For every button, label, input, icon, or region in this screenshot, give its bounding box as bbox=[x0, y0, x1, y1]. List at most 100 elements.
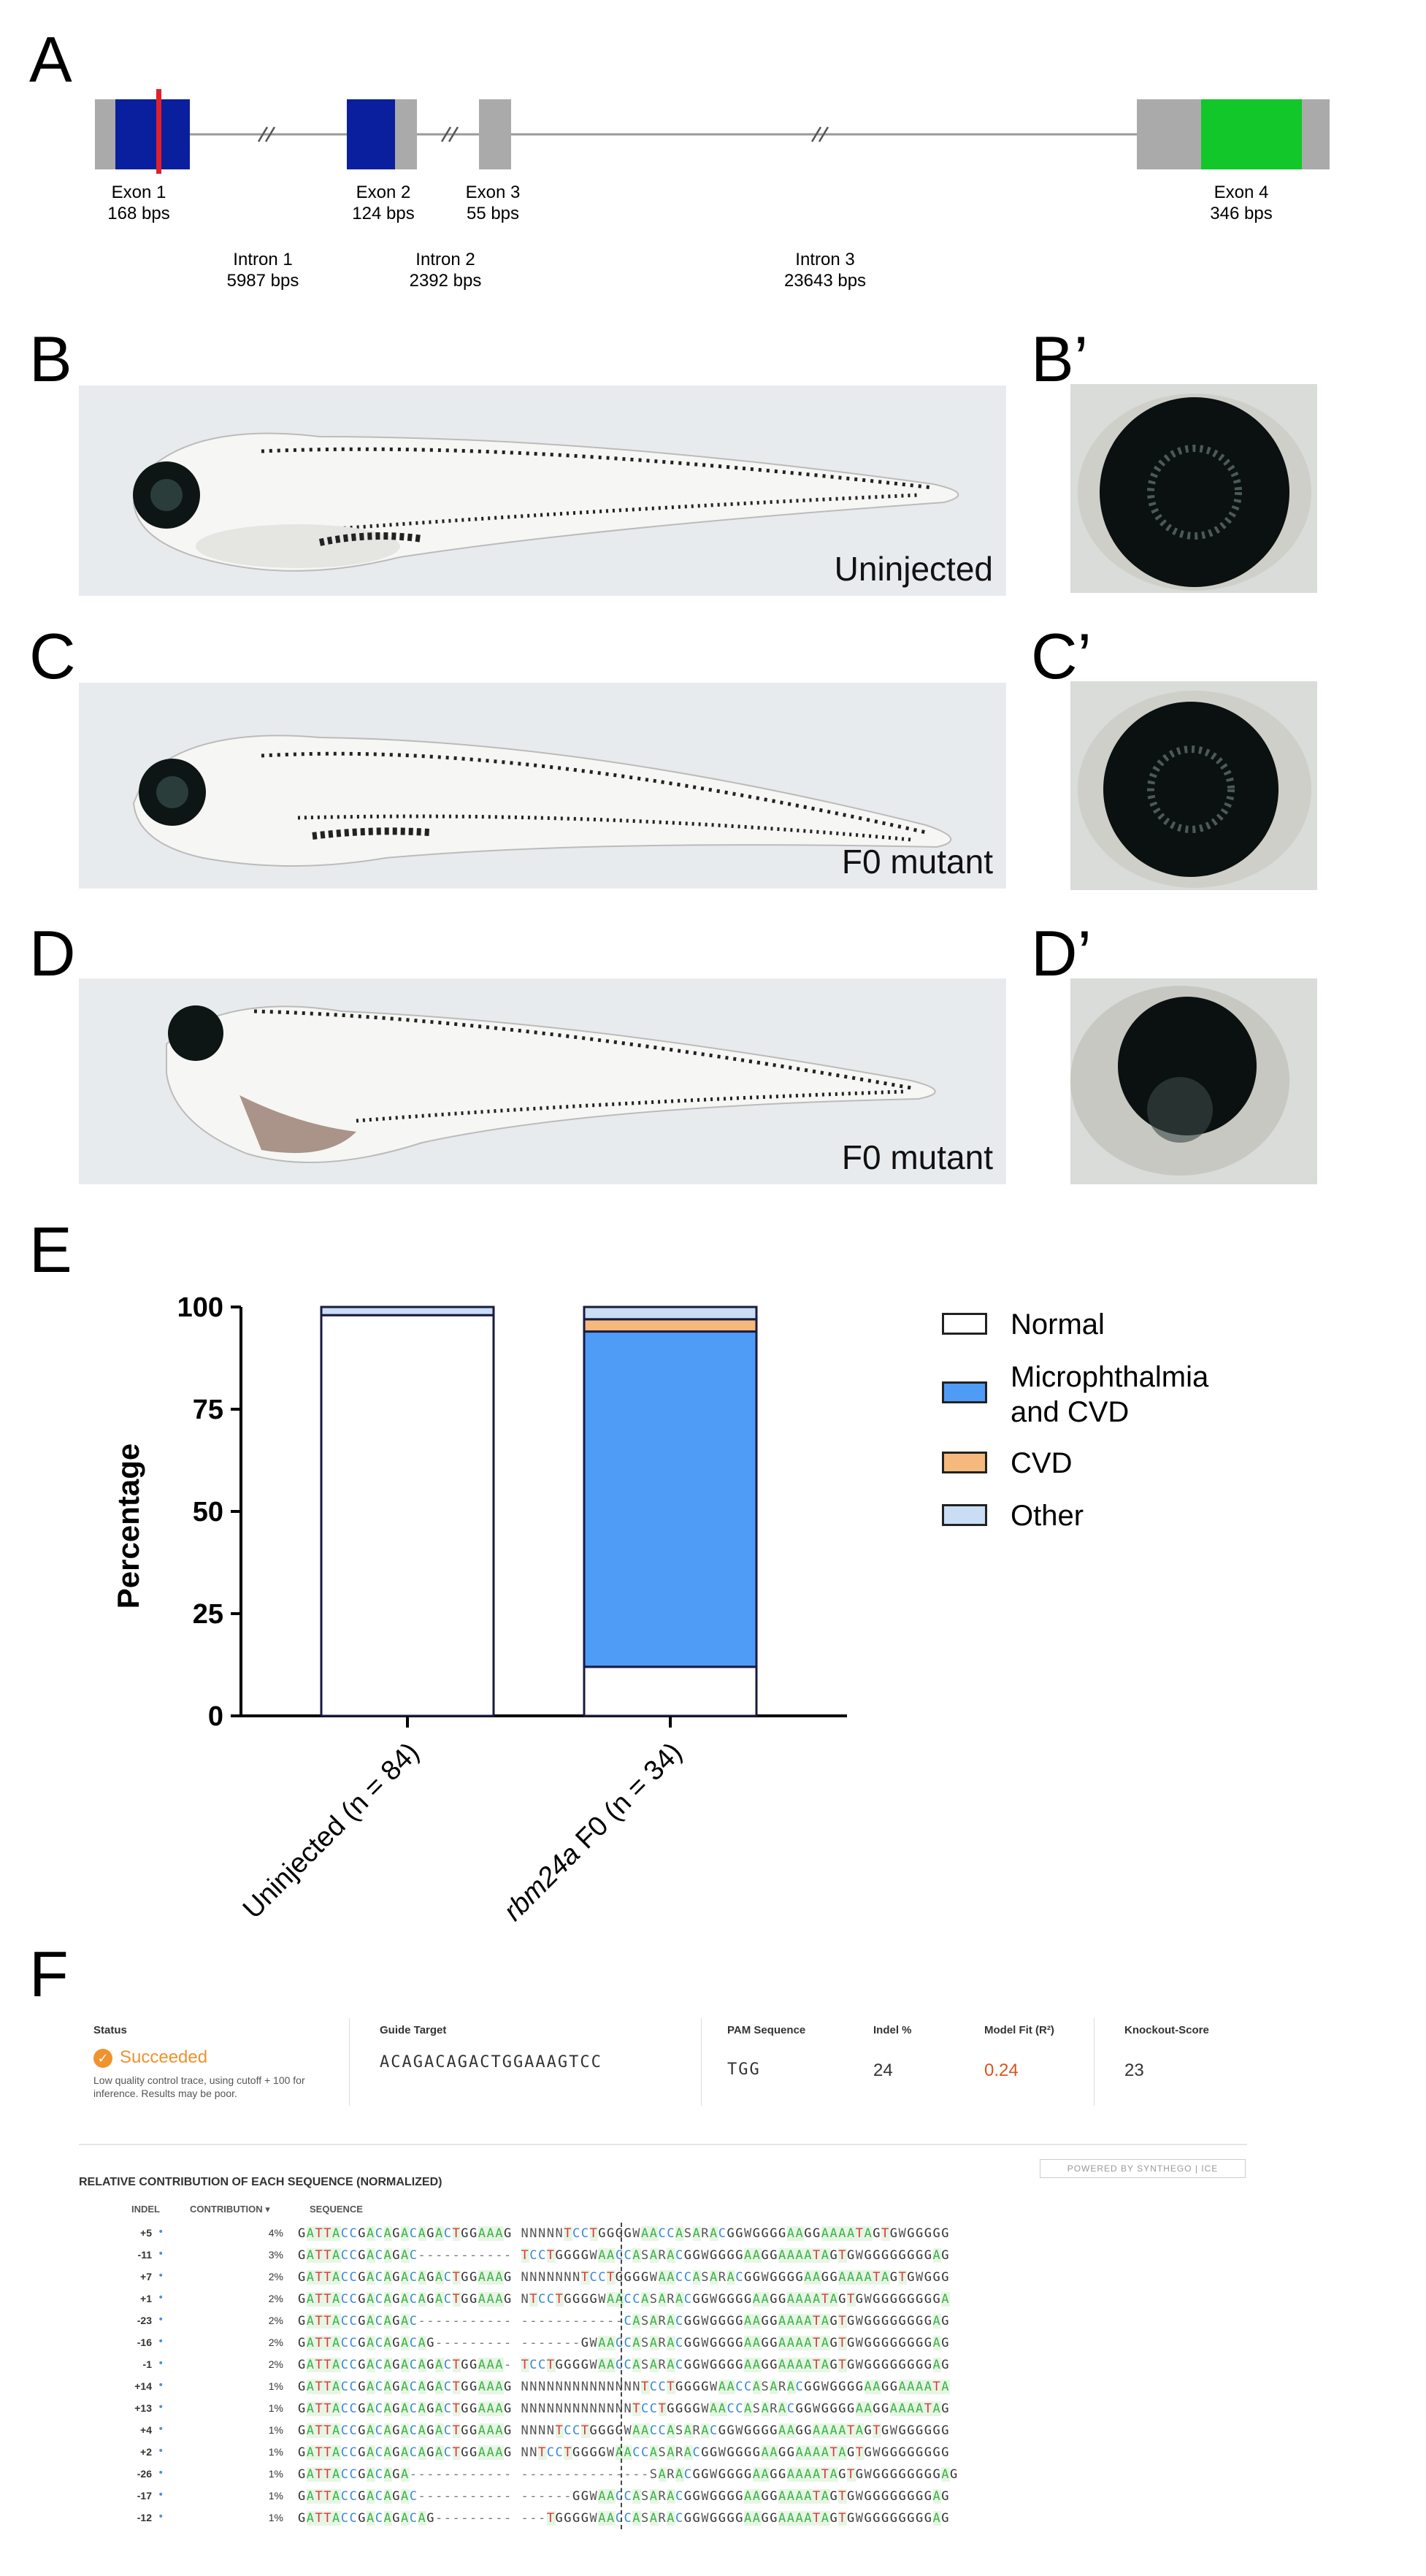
y-tick-label: 75 bbox=[193, 1395, 223, 1425]
panel-label-d: D bbox=[29, 917, 76, 989]
y-axis-label: Percentage bbox=[111, 1444, 145, 1609]
sequence-text: GATTACCGACAGACAGACTGGAAAG NNNNTCCTGGGGWA… bbox=[298, 2423, 950, 2438]
gene-model-svg bbox=[95, 89, 1330, 174]
knockout-score-header: Knockout-Score bbox=[1124, 2024, 1209, 2036]
status-check-icon: ✓ bbox=[93, 2049, 112, 2068]
indel-value: +14 bbox=[134, 2380, 152, 2392]
divider bbox=[1094, 2018, 1095, 2106]
sequence-text: GATTACCGACAGACAGACTGGAAAG NNNNNNNTCCTGGG… bbox=[298, 2270, 950, 2285]
legend-item-normal: Normal bbox=[942, 1307, 1105, 1342]
bar-segment-other bbox=[583, 1306, 758, 1321]
powered-badge: POWERED BY SYNTHEGO | ICE bbox=[1040, 2159, 1246, 2178]
contribution-value: 2% bbox=[268, 2358, 283, 2370]
photo-label-f0-mutant-2: F0 mutant bbox=[841, 1138, 993, 1176]
contribution-value: 1% bbox=[268, 2402, 283, 2414]
larva-illustration bbox=[166, 1005, 936, 1163]
panel-label-e: E bbox=[29, 1214, 72, 1286]
exon4-cds bbox=[1201, 99, 1303, 169]
sequence-text: GATTACCGACAGACAG--------- ---TGGGGWAACCA… bbox=[298, 2511, 950, 2526]
intron3-label: Intron 3 23643 bps bbox=[783, 250, 867, 291]
pam-header: PAM Sequence bbox=[727, 2024, 806, 2036]
y-tick-label: 100 bbox=[177, 1292, 223, 1323]
ice-section-title: RELATIVE CONTRIBUTION OF EACH SEQUENCE (… bbox=[79, 2176, 442, 2188]
sequence-row: +4 • 1% GATTACCGACAGACAGACTGGAAAG NNNNTCCTG… bbox=[79, 2421, 1335, 2440]
sequence-row: +2 • 1% GATTACCGACAGACAGACTGGAAAG NNTCCTGGG… bbox=[79, 2443, 1335, 2462]
larva-illustration bbox=[132, 735, 952, 867]
section-divider bbox=[79, 2144, 1247, 2145]
indel-dot-icon: • bbox=[158, 2358, 164, 2369]
indel-value: +5 bbox=[140, 2227, 152, 2239]
legend-label-microphthalmia-cvd: Microphthalmia and CVD bbox=[1011, 1361, 1209, 1428]
sequence-text: GATTACCGACAGAC----------- ------GGWAACCA… bbox=[298, 2489, 950, 2504]
legend-label-other: Other bbox=[1011, 1500, 1084, 1532]
contribution-value: 1% bbox=[268, 2468, 283, 2480]
exon4-utr-3 bbox=[1302, 99, 1330, 169]
status-header: Status bbox=[93, 2024, 127, 2036]
larva-photo-f0-mutant-2: F0 mutant bbox=[79, 978, 1006, 1184]
bar-chart: Percentage 0 25 50 75 100 Uninjected (n = 84… bbox=[0, 1241, 1426, 1971]
sequence-row: -26 • 1% GATTACCGACAGA------------ --------… bbox=[79, 2465, 1335, 2484]
contribution-value: 1% bbox=[268, 2424, 283, 2436]
indel-dot-icon: • bbox=[158, 2423, 164, 2435]
sequence-row: -17 • 1% GATTACCGACAGAC----------- ------GG… bbox=[79, 2487, 1335, 2506]
contribution-value: 4% bbox=[268, 2227, 283, 2239]
sequence-row: -23 • 2% GATTACCGACAGAC----------- --------… bbox=[79, 2312, 1335, 2331]
model-fit-value: 0.24 bbox=[984, 2061, 1019, 2080]
exon1-cds bbox=[115, 99, 190, 169]
indel-header: Indel % bbox=[873, 2024, 912, 2036]
exon3-label: Exon 3 55 bps bbox=[465, 183, 521, 223]
exon2-label: Exon 2 124 bps bbox=[352, 183, 415, 223]
panel-label-b: B bbox=[29, 323, 72, 395]
larva-photo-uninjected: Uninjected bbox=[79, 386, 1006, 596]
sequence-text: GATTACCGACAGACAGACTGGAAAG NNNNNTCCTGGGGW… bbox=[298, 2226, 950, 2241]
bar-segment-other bbox=[320, 1306, 495, 1316]
indel-value: +7 bbox=[140, 2271, 152, 2282]
legend-label-normal: Normal bbox=[1011, 1308, 1105, 1341]
sequence-row: +14 • 1% GATTACCGACAGACAGACTGGAAAG NNNNNNNN… bbox=[79, 2377, 1335, 2396]
indel-dot-icon: • bbox=[158, 2380, 164, 2391]
indel-value: -1 bbox=[142, 2358, 152, 2370]
target-site-marker bbox=[156, 89, 161, 174]
sequence-text: GATTACCGACAGACAGACTGGAAAG NNTCCTGGGGWAAC… bbox=[298, 2445, 950, 2460]
bar-segment-normal bbox=[583, 1665, 758, 1717]
sequence-rows: +5 • 4% GATTACCGACAGACAGACTGGAAAG NNNNNTCCT… bbox=[79, 2224, 1335, 2545]
indel-value: +1 bbox=[140, 2293, 152, 2304]
bar-segment-cvd bbox=[583, 1318, 758, 1333]
exon2-utr bbox=[395, 99, 417, 169]
divider bbox=[701, 2018, 702, 2106]
x-tick-label: rbm24a F0 (n = 34) bbox=[498, 1737, 688, 1927]
indel-value: +13 bbox=[134, 2402, 152, 2414]
gene-model: Exon 1 168 bps Exon 2 124 bps Exon 3 55 bps… bbox=[0, 0, 1426, 321]
col-header-indel: INDEL bbox=[131, 2204, 160, 2215]
y-tick-label: 0 bbox=[208, 1701, 223, 1732]
ice-table: INDEL CONTRIBUTION ▾ SEQUENCE +5 • 4% GATTA… bbox=[79, 2204, 1335, 2554]
sequence-text: GATTACCGACAGACAGACTGGAAAG NNNNNNNNNNNNNT… bbox=[298, 2401, 950, 2416]
indel-value: 24 bbox=[873, 2061, 893, 2080]
indel-value: -12 bbox=[137, 2512, 152, 2523]
legend-swatch-normal bbox=[942, 1313, 987, 1335]
legend-item-cvd: CVD bbox=[942, 1446, 1072, 1481]
indel-value: -23 bbox=[137, 2315, 152, 2326]
col-header-contribution: CONTRIBUTION ▾ bbox=[190, 2204, 270, 2215]
panel-label-c: C bbox=[29, 620, 76, 692]
legend-swatch-microphthalmia-cvd bbox=[942, 1381, 987, 1403]
eye-closeup-uninjected bbox=[1070, 384, 1317, 593]
sequence-row: -12 • 1% GATTACCGACAGACAG--------- ---TGGGG… bbox=[79, 2509, 1335, 2528]
contribution-value: 1% bbox=[268, 2446, 283, 2458]
sequence-text: GATTACCGACAGACAGACTGGAAAG NNNNNNNNNNNNNN… bbox=[298, 2380, 950, 2394]
legend-swatch-other bbox=[942, 1504, 987, 1526]
sequence-row: +1 • 2% GATTACCGACAGACAGACTGGAAAG NTCCTGGGG… bbox=[79, 2290, 1335, 2309]
legend-item-other: Other bbox=[942, 1498, 1084, 1533]
sequence-text: GATTACCGACAGACAGACTGGAAA- TCCTGGGGWAACCA… bbox=[298, 2358, 950, 2372]
contribution-value: 1% bbox=[268, 2490, 283, 2502]
indel-dot-icon: • bbox=[158, 2248, 164, 2260]
intron2-label: Intron 2 2392 bps bbox=[409, 250, 482, 291]
eye-closeup-f0-mutant-1 bbox=[1070, 681, 1317, 890]
indel-dot-icon: • bbox=[158, 2226, 164, 2238]
divider bbox=[349, 2018, 350, 2106]
sequence-text: GATTACCGACAGAC----------- ------------CA… bbox=[298, 2314, 950, 2328]
contribution-value: 2% bbox=[268, 2337, 283, 2348]
photo-label-f0-mutant-1: F0 mutant bbox=[841, 843, 993, 881]
status-value: Succeeded bbox=[120, 2047, 208, 2067]
sequence-text: GATTACCGACAGA------------ --------------… bbox=[298, 2467, 959, 2482]
